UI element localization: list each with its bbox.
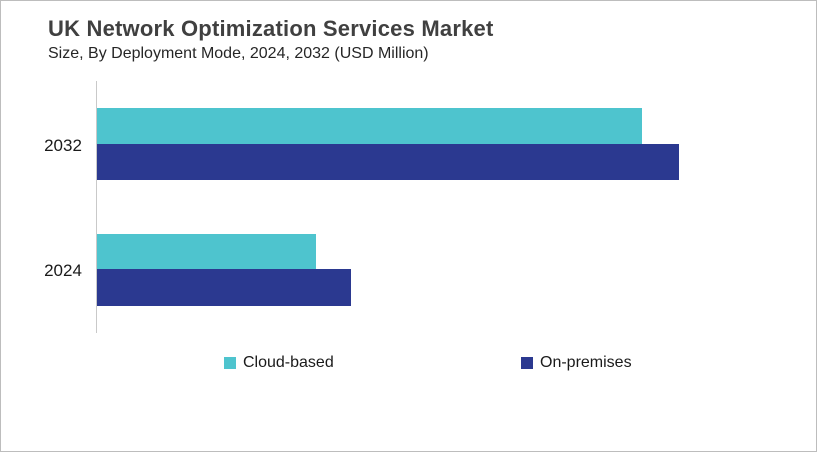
legend: Cloud-based On-premises (1, 351, 816, 375)
legend-swatch-on-premises-icon (521, 357, 533, 369)
bar-2032-on-premises (97, 144, 679, 180)
legend-item-on-premises: On-premises (521, 351, 632, 375)
plot-area (96, 81, 796, 333)
bar-2032-cloud-based (97, 108, 643, 144)
legend-item-cloud-based: Cloud-based (224, 351, 334, 375)
bar-2024-on-premises (97, 269, 352, 306)
chart-subtitle: Size, By Deployment Mode, 2024, 2032 (US… (48, 45, 429, 62)
category-label-2024: 2024 (44, 261, 82, 280)
legend-label-cloud-based: Cloud-based (243, 354, 334, 371)
bar-2024-cloud-based (97, 234, 317, 269)
y-axis-line (96, 81, 97, 333)
category-label-2032: 2032 (44, 136, 82, 155)
chart-title: UK Network Optimization Services Market (48, 16, 494, 41)
legend-swatch-cloud-based-icon (224, 357, 236, 369)
legend-label-on-premises: On-premises (540, 354, 632, 371)
